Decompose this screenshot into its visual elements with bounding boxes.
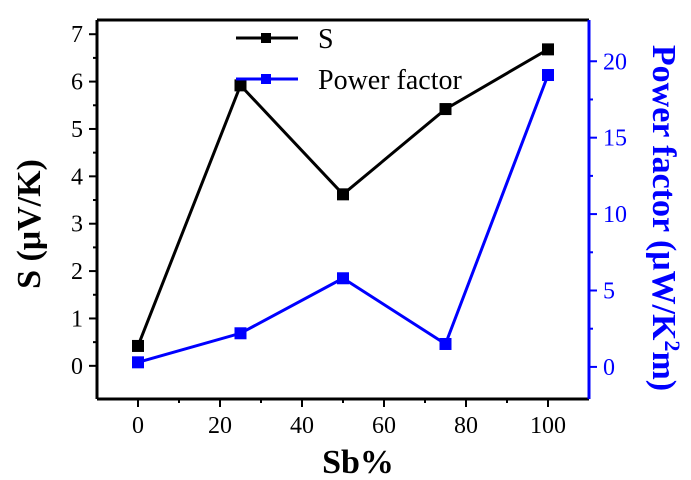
series-layer (132, 43, 554, 369)
legend-entry-s: S (236, 24, 334, 55)
data-point-power-factor (132, 356, 144, 369)
x-tick-label: 40 (290, 413, 314, 439)
data-point-s (132, 339, 144, 352)
right-y-tick-label: 5 (603, 278, 615, 304)
data-point-s (542, 43, 554, 56)
legend-label-s: S (318, 24, 334, 55)
right-y-axis-title-main: Power factor (μW/K (645, 45, 682, 341)
data-point-power-factor (542, 69, 554, 82)
legend-marker-s (261, 33, 271, 43)
x-axis-ticks: 0 20 40 60 80 100 (132, 399, 566, 439)
data-point-s (337, 188, 349, 201)
data-point-power-factor (337, 272, 349, 285)
left-y-tick-label: 5 (71, 117, 83, 143)
data-point-s (234, 79, 247, 92)
right-y-tick-label: 10 (603, 202, 627, 228)
right-y-axis-ticks: 0 5 10 15 20 (589, 49, 627, 381)
right-y-tick-label: 15 (603, 126, 627, 152)
right-y-axis-title: Power factor (μW/K2m) (645, 45, 686, 391)
x-tick-label: 60 (372, 413, 396, 439)
left-y-tick-label: 0 (71, 354, 83, 380)
left-y-tick-label: 7 (71, 22, 83, 48)
legend-label-power-factor: Power factor (318, 65, 463, 96)
legend: S Power factor (236, 24, 463, 96)
series-line-power-factor (137, 74, 550, 364)
data-point-power-factor (234, 327, 247, 340)
x-tick-label: 20 (208, 413, 232, 439)
x-axis-title: Sb% (322, 444, 394, 480)
data-point-s (439, 103, 452, 116)
x-tick-label: 80 (454, 413, 478, 439)
right-y-tick-label: 20 (603, 49, 627, 75)
x-tick-label: 0 (132, 413, 144, 439)
left-y-tick-label: 2 (71, 259, 83, 285)
right-y-axis-title-end: m) (645, 351, 682, 391)
legend-entry-power-factor: Power factor (236, 65, 463, 96)
left-y-axis-title: S (μV/K) (11, 159, 48, 289)
right-y-tick-label: 0 (603, 355, 615, 381)
legend-marker-power-factor (261, 74, 271, 84)
left-y-tick-label: 3 (71, 212, 83, 238)
left-y-axis-ticks: 0 1 2 3 4 5 6 7 (71, 22, 97, 380)
left-y-tick-label: 1 (71, 306, 83, 332)
data-point-power-factor (439, 337, 452, 350)
x-tick-label: 100 (530, 413, 566, 439)
left-y-tick-label: 4 (71, 164, 83, 190)
left-y-tick-label: 6 (71, 70, 83, 96)
right-y-axis-title-superscript: 2 (661, 340, 686, 351)
